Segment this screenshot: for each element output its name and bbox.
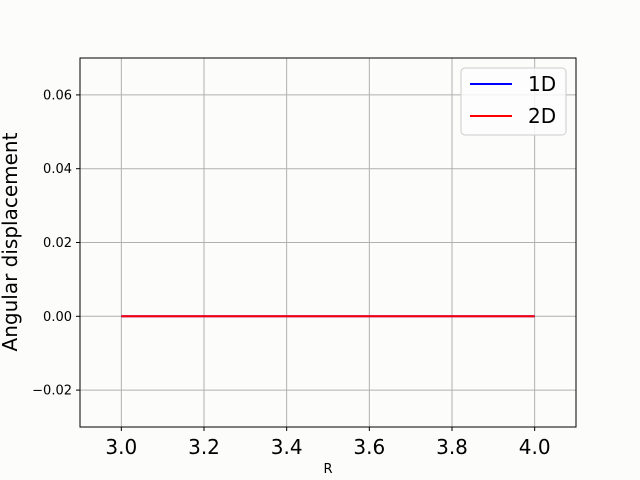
x-tick-label: 3.2 bbox=[188, 435, 220, 459]
legend-label-2d: 2D bbox=[528, 104, 556, 128]
y-axis-label: Angular displacement bbox=[0, 132, 22, 351]
x-axis-label: R bbox=[323, 462, 332, 477]
legend-label-1d: 1D bbox=[528, 72, 556, 96]
y-tick-label: 0.02 bbox=[43, 236, 72, 251]
x-tick-label: 3.4 bbox=[271, 435, 303, 459]
x-tick-label: 3.0 bbox=[105, 435, 137, 459]
x-axis-ticks: 3.0 3.2 3.4 3.6 3.8 4.0 bbox=[105, 427, 551, 459]
x-tick-label: 4.0 bbox=[519, 435, 551, 459]
y-tick-label: 0.04 bbox=[43, 162, 72, 177]
y-tick-label: −0.02 bbox=[32, 384, 72, 399]
legend: 1D 2D bbox=[460, 67, 567, 136]
y-axis-ticks: −0.02 0.00 0.02 0.04 0.06 bbox=[32, 88, 80, 399]
x-tick-label: 3.6 bbox=[353, 435, 385, 459]
y-tick-label: 0.00 bbox=[43, 310, 72, 325]
y-tick-label: 0.06 bbox=[43, 88, 72, 103]
x-tick-label: 3.8 bbox=[436, 435, 468, 459]
